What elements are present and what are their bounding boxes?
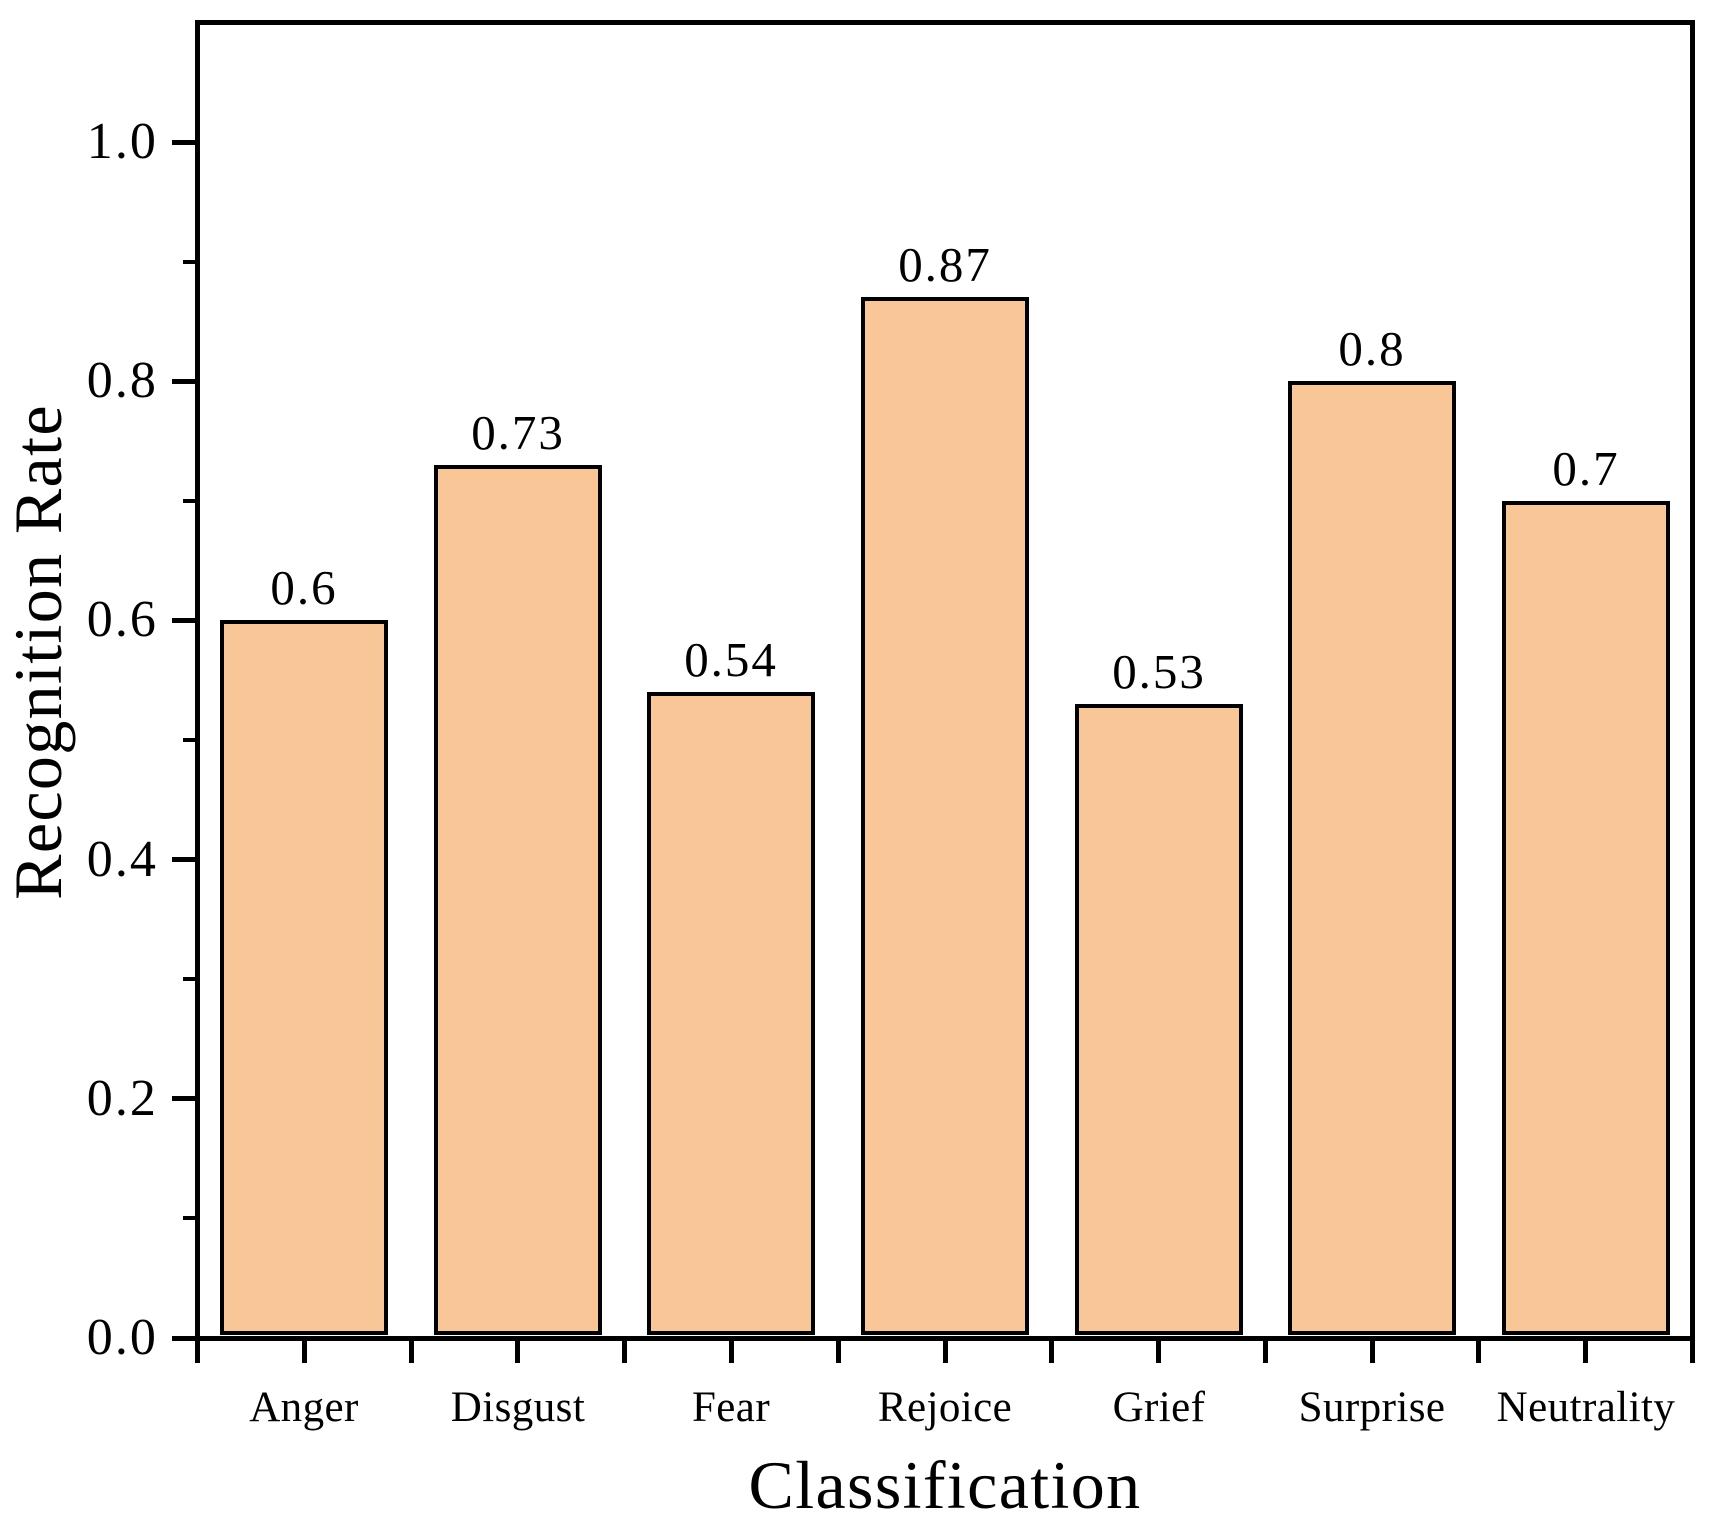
bar-disgust bbox=[434, 465, 602, 1335]
x-axis-tick bbox=[409, 1341, 414, 1363]
y-axis-tick-label: 1.0 bbox=[86, 113, 158, 170]
category-label-disgust: Disgust bbox=[450, 1384, 586, 1431]
category-label-neutrality: Neutrality bbox=[1496, 1384, 1676, 1431]
x-axis-tick bbox=[1690, 1341, 1695, 1363]
y-axis-tick-label: 0.0 bbox=[86, 1309, 158, 1366]
category-label-surprise: Surprise bbox=[1298, 1384, 1446, 1431]
bar-value-label: 0.73 bbox=[471, 405, 565, 460]
y-axis-major-tick bbox=[172, 1096, 195, 1101]
y-axis-minor-tick bbox=[183, 499, 195, 503]
y-axis-major-tick bbox=[172, 379, 195, 384]
bar-grief bbox=[1075, 704, 1243, 1335]
x-axis-tick bbox=[195, 1341, 200, 1363]
y-axis-minor-tick bbox=[183, 260, 195, 264]
category-label-anger: Anger bbox=[249, 1384, 359, 1431]
category-label-fear: Fear bbox=[691, 1384, 771, 1431]
x-axis-tick bbox=[1370, 1341, 1375, 1363]
y-axis-major-tick bbox=[172, 1336, 195, 1341]
bar-rejoice bbox=[861, 297, 1029, 1335]
x-axis-title: Classification bbox=[748, 1447, 1142, 1523]
bar-value-label: 0.53 bbox=[1112, 644, 1206, 699]
bar-value-label: 0.54 bbox=[684, 632, 778, 687]
y-axis-tick-label: 0.4 bbox=[86, 831, 158, 888]
x-axis-tick bbox=[943, 1341, 948, 1363]
y-axis-title: Recognition Rate bbox=[0, 404, 76, 900]
bar-fear bbox=[647, 692, 815, 1335]
y-axis-tick-label: 0.8 bbox=[86, 352, 158, 409]
bar-value-label: 0.6 bbox=[270, 560, 338, 615]
x-axis-tick bbox=[836, 1341, 841, 1363]
x-axis-tick bbox=[515, 1341, 520, 1363]
y-axis-major-tick bbox=[172, 618, 195, 623]
y-axis-major-tick bbox=[172, 857, 195, 862]
y-axis-minor-tick bbox=[183, 738, 195, 742]
x-axis-tick bbox=[1049, 1341, 1054, 1363]
category-label-grief: Grief bbox=[1112, 1384, 1206, 1431]
y-axis-minor-tick bbox=[183, 977, 195, 981]
y-axis-minor-tick bbox=[183, 1216, 195, 1220]
bar-value-label: 0.87 bbox=[898, 237, 992, 292]
bar-value-label: 0.7 bbox=[1552, 441, 1620, 496]
bar-surprise bbox=[1288, 381, 1456, 1335]
x-axis-tick bbox=[1583, 1341, 1588, 1363]
x-axis-tick bbox=[729, 1341, 734, 1363]
x-axis-tick bbox=[1476, 1341, 1481, 1363]
x-axis-tick bbox=[1263, 1341, 1268, 1363]
y-axis-major-tick bbox=[172, 140, 195, 145]
x-axis-tick bbox=[1156, 1341, 1161, 1363]
bar-value-label: 0.8 bbox=[1338, 321, 1406, 376]
x-axis-tick bbox=[622, 1341, 627, 1363]
x-axis-tick bbox=[302, 1341, 307, 1363]
y-axis-tick-label: 0.2 bbox=[86, 1070, 158, 1127]
y-axis-tick-label: 0.6 bbox=[86, 591, 158, 648]
bar-anger bbox=[220, 620, 388, 1335]
category-label-rejoice: Rejoice bbox=[877, 1384, 1013, 1431]
bar-neutrality bbox=[1502, 501, 1670, 1335]
